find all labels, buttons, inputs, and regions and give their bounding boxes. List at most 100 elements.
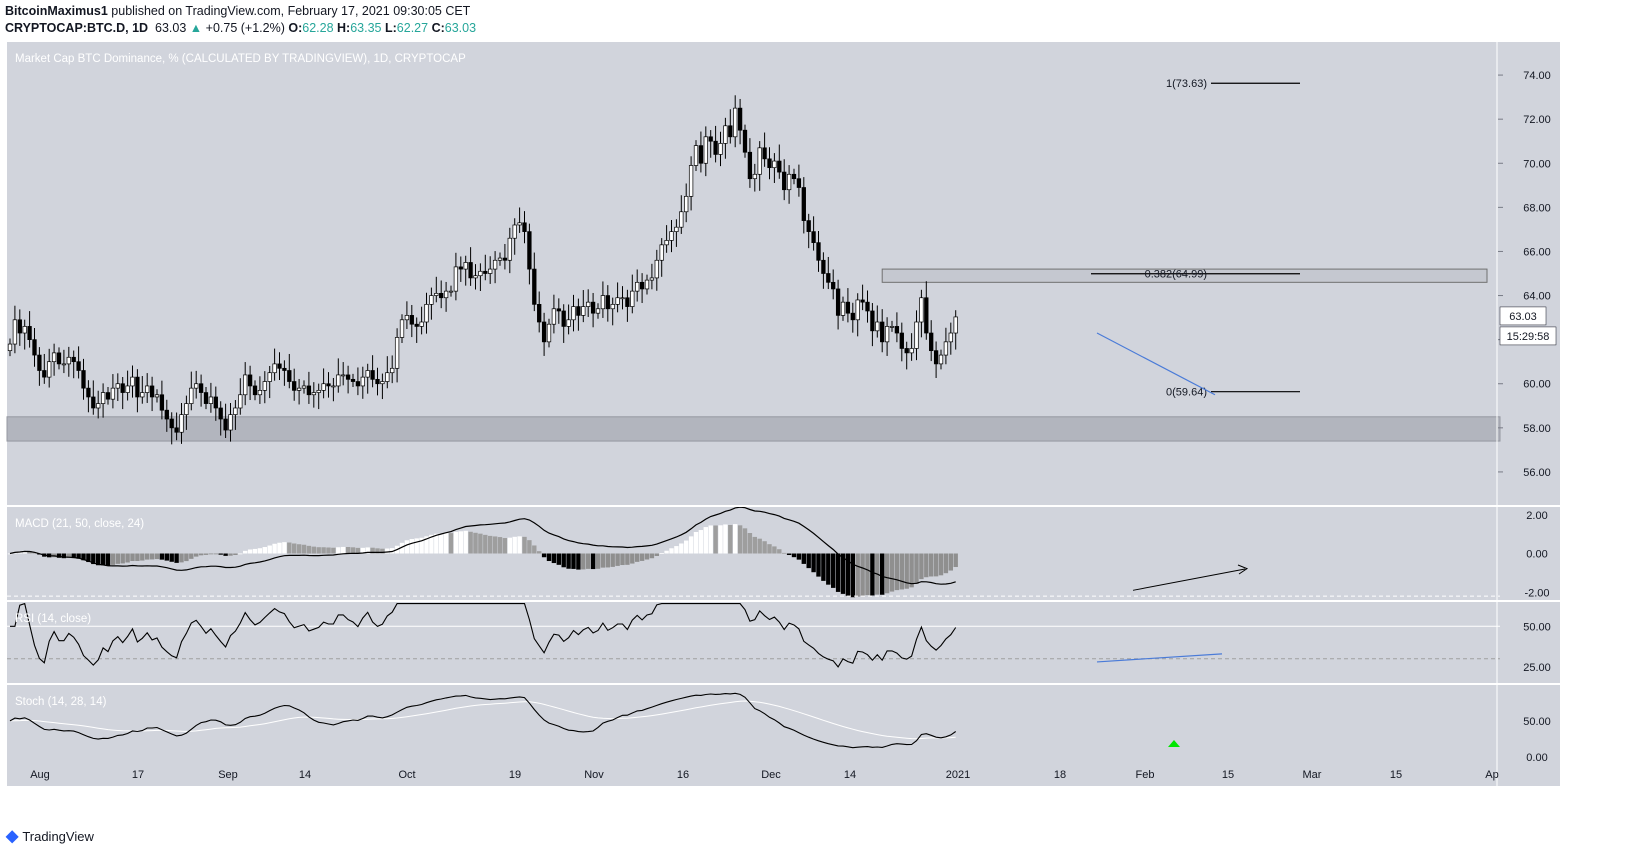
candle-body — [468, 262, 473, 279]
candle-body — [243, 374, 248, 396]
candle-body — [257, 390, 263, 396]
candle-body — [360, 376, 365, 387]
candle-body — [453, 266, 459, 292]
macd-bar — [835, 553, 841, 592]
candle-body — [816, 242, 821, 261]
candle-body — [953, 316, 958, 334]
close-label: C: — [431, 21, 445, 35]
candle-body — [169, 418, 174, 429]
macd-bar — [483, 534, 488, 554]
tradingview-logo-icon[interactable]: ◆ — [6, 828, 19, 845]
candle-body — [865, 301, 870, 312]
macd-bar — [933, 553, 939, 577]
candle-body — [458, 266, 463, 270]
macd-bar — [728, 525, 733, 554]
x-tick-label: 16 — [677, 769, 689, 781]
macd-bar — [870, 553, 875, 596]
candle-body — [811, 231, 816, 243]
candle-body — [801, 187, 806, 221]
macd-bar — [434, 533, 439, 554]
macd-bar — [473, 532, 478, 554]
rsi-trendline — [1096, 653, 1223, 663]
macd-bar — [355, 547, 361, 554]
x-tick-label: 14 — [299, 769, 311, 781]
candle-body — [86, 387, 91, 398]
macd-bar — [272, 543, 277, 554]
macd-bar — [894, 553, 900, 591]
candle-body — [723, 125, 728, 144]
symbol-name[interactable]: CRYPTOCAP:BTC.D, 1D — [5, 21, 149, 35]
candle-body — [737, 107, 743, 131]
macd-bar — [615, 553, 620, 566]
macd-trend-arrow — [1132, 568, 1246, 591]
candle-body — [375, 378, 380, 385]
candle-body — [806, 220, 811, 232]
macd-bar — [365, 547, 370, 554]
macd-bar — [76, 553, 81, 559]
macd-bar — [306, 545, 312, 554]
candle-body — [669, 231, 674, 241]
macd-bar — [899, 553, 904, 590]
chart-canvas[interactable]: 1(73.63) 0.382(64.99) 0(59.64) 74.00 72.00 70… — [0, 42, 1627, 824]
macd-bar — [257, 548, 263, 554]
macd-bar — [600, 553, 606, 568]
macd-bar — [571, 553, 576, 569]
macd-bar — [649, 553, 655, 559]
candle-body — [399, 319, 405, 338]
macd-bar — [243, 550, 248, 554]
candle-body — [125, 385, 130, 393]
candle-body — [595, 308, 601, 314]
macd-bar — [311, 546, 316, 554]
macd-bar — [448, 533, 454, 554]
macd-bar — [233, 553, 238, 556]
candle-body — [600, 295, 606, 310]
macd-bar — [507, 537, 512, 554]
macd-bar — [120, 553, 125, 564]
macd-bar — [164, 553, 169, 561]
macd-bar — [287, 542, 292, 554]
macd-bar — [953, 553, 958, 568]
candle-body — [149, 385, 155, 398]
candle-body — [786, 173, 792, 191]
arrow-head-icon — [1237, 564, 1249, 575]
macd-bar — [517, 536, 522, 554]
candle-body — [561, 310, 566, 327]
macd-bar — [350, 547, 356, 554]
macd-bar — [458, 531, 463, 554]
candle-body — [130, 376, 135, 387]
open-value: 62.28 — [302, 21, 334, 35]
macd-bar — [497, 537, 503, 554]
candle-body — [409, 315, 414, 325]
macd-bar — [777, 549, 782, 554]
candle-body — [835, 288, 841, 316]
macd-bar — [635, 553, 640, 562]
candle-body — [488, 268, 493, 274]
candle-body — [688, 165, 694, 197]
macd-bar — [375, 548, 380, 554]
macd-bar — [880, 553, 885, 595]
candle-body — [120, 383, 125, 393]
candle-body — [184, 403, 189, 415]
candle-body — [478, 270, 483, 277]
rsi-tick-label: 50.00 — [1523, 621, 1551, 633]
candle-body — [693, 145, 699, 166]
candle-body — [385, 372, 390, 382]
support-zone — [6, 416, 1501, 442]
macd-bar — [556, 553, 561, 565]
candle-body — [159, 394, 165, 411]
candle-body — [179, 414, 184, 433]
rsi-label: RSI (14, close) — [15, 613, 91, 625]
candle-body — [821, 259, 826, 274]
macd-bar — [140, 553, 145, 561]
candle-body — [796, 178, 802, 188]
candle-body — [32, 339, 37, 356]
author-name[interactable]: BitcoinMaximus1 — [5, 4, 108, 18]
candle-body — [679, 211, 684, 228]
candle-body — [51, 352, 57, 363]
footer-brand[interactable]: TradingView — [22, 828, 94, 844]
candle-body — [497, 257, 503, 261]
macd-bar — [145, 553, 150, 560]
macd-bar — [605, 553, 610, 568]
candle-body — [541, 321, 547, 343]
macd-bar — [439, 533, 444, 554]
